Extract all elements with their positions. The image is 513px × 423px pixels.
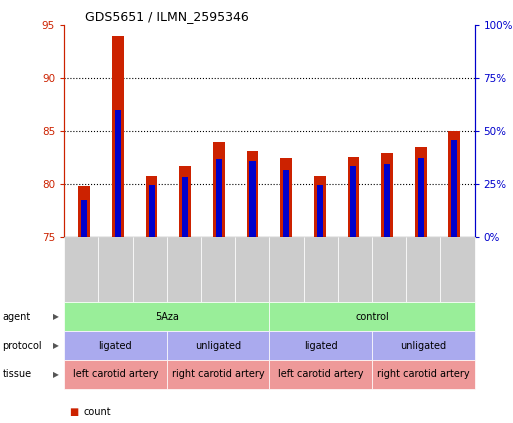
Bar [280, 157, 292, 237]
Bar [249, 161, 255, 237]
Text: right carotid artery: right carotid artery [377, 369, 469, 379]
Bar [314, 176, 326, 237]
Bar [149, 185, 154, 237]
Text: left carotid artery: left carotid artery [73, 369, 158, 379]
Text: ligated: ligated [304, 341, 338, 351]
Text: ▶: ▶ [53, 370, 59, 379]
Bar [78, 186, 90, 237]
Text: left carotid artery: left carotid artery [278, 369, 363, 379]
Text: control: control [355, 312, 389, 322]
Text: tissue: tissue [3, 369, 32, 379]
Bar [81, 200, 87, 237]
Text: ligated: ligated [98, 341, 132, 351]
Text: count: count [84, 407, 111, 417]
Bar [182, 176, 188, 237]
Bar [415, 147, 427, 237]
Text: ▶: ▶ [53, 312, 59, 321]
Bar [247, 151, 259, 237]
Bar [448, 131, 460, 237]
Text: protocol: protocol [3, 341, 42, 351]
Bar [384, 164, 390, 237]
Text: unligated: unligated [400, 341, 446, 351]
Text: ■: ■ [69, 407, 78, 417]
Bar [347, 157, 359, 237]
Bar [180, 166, 191, 237]
Text: unligated: unligated [195, 341, 241, 351]
Text: GDS5651 / ILMN_2595346: GDS5651 / ILMN_2595346 [85, 10, 248, 23]
Bar [350, 166, 357, 237]
Bar [283, 170, 289, 237]
Bar [216, 159, 222, 237]
Bar [146, 176, 157, 237]
Bar [317, 185, 323, 237]
Bar [418, 157, 424, 237]
Text: ▶: ▶ [53, 341, 59, 350]
Bar [451, 140, 458, 237]
Text: agent: agent [3, 312, 31, 322]
Bar [213, 142, 225, 237]
Bar [381, 153, 393, 237]
Bar [115, 110, 121, 237]
Text: 5Aza: 5Aza [155, 312, 179, 322]
Bar [112, 36, 124, 237]
Text: right carotid artery: right carotid artery [172, 369, 264, 379]
